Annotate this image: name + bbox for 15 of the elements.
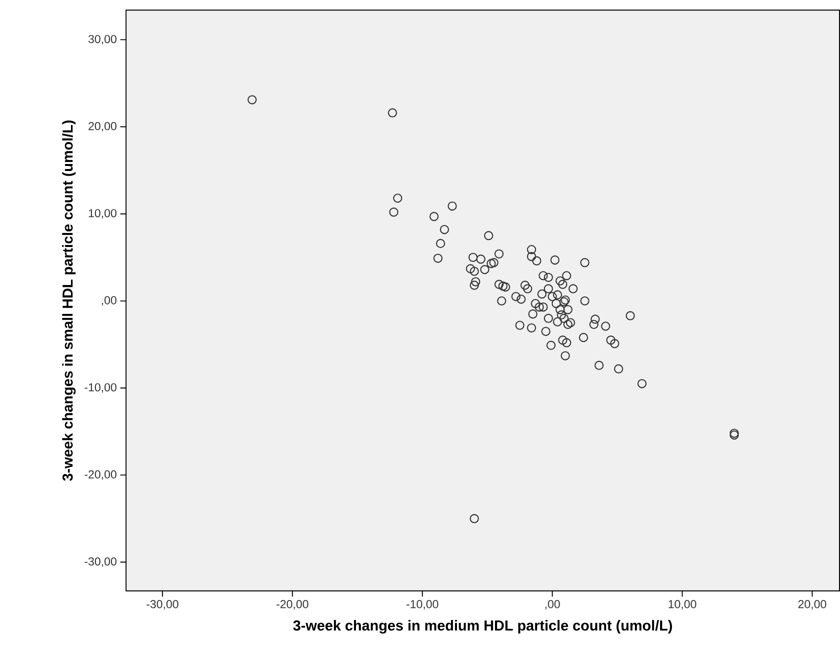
x-tick-label: 20,00 <box>798 600 826 610</box>
y-tick-label: 10,00 <box>88 209 116 219</box>
x-axis-title: 3-week changes in medium HDL particle count (umol/L) <box>293 620 672 634</box>
y-tick-label: ,00 <box>102 296 116 306</box>
x-tick-label: -20,00 <box>276 600 308 610</box>
y-tick-label: -30,00 <box>84 557 116 567</box>
y-tick-label: -10,00 <box>84 383 116 393</box>
y-axis-title: 3-week changes in small HDL particle count (umol/L) <box>62 120 76 481</box>
x-tick-label: -30,00 <box>146 600 178 610</box>
y-tick-label: 20,00 <box>88 122 116 132</box>
x-tick-label: -10,00 <box>406 600 438 610</box>
x-tick-label: ,00 <box>545 600 560 610</box>
y-tick-label: -20,00 <box>84 470 116 480</box>
x-tick-label: 10,00 <box>668 600 696 610</box>
y-tick-label: 30,00 <box>88 34 116 44</box>
